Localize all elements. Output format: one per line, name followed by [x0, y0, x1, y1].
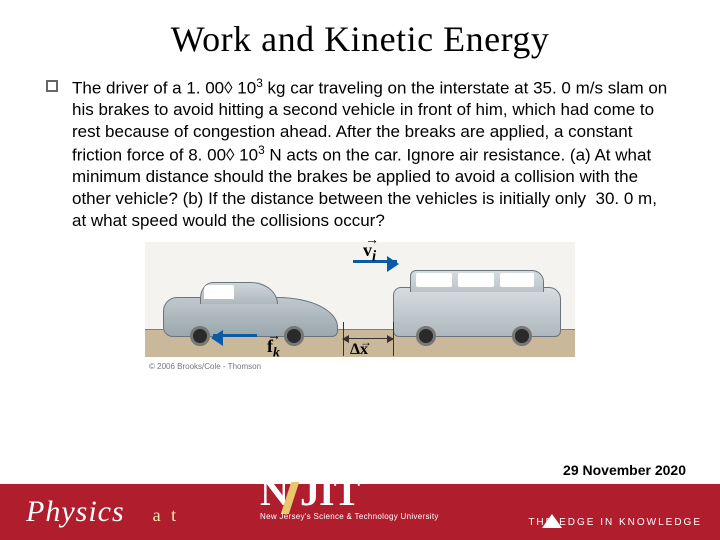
physics-wordmark: Physicsa t — [0, 495, 179, 529]
footer-bar: Physicsa t N JIT New Jersey's Science & … — [0, 484, 720, 540]
bullet-marker-icon — [46, 80, 58, 92]
car-moving — [163, 297, 338, 337]
velocity-label: →vi — [363, 240, 376, 266]
problem-figure: →vi →fk Δ→x © 2006 Brooks/Cole - Thomson — [145, 242, 575, 357]
slide-title: Work and Kinetic Energy — [0, 0, 720, 60]
footer-tagline: THE EDGE IN KNOWLEDGE — [528, 517, 702, 528]
car-stopped — [393, 287, 561, 337]
body-text: The driver of a 1. 00◊ 103 kg car travel… — [0, 60, 720, 232]
problem-statement: The driver of a 1. 00◊ 103 kg car travel… — [72, 76, 674, 232]
displacement-label: Δ→x — [350, 341, 368, 359]
friction-arrow-icon — [213, 334, 257, 337]
njit-logo: N JIT New Jersey's Science & Technology … — [260, 466, 470, 530]
figure-credit: © 2006 Brooks/Cole - Thomson — [149, 362, 261, 371]
slide-date: 29 November 2020 — [563, 462, 686, 478]
friction-label: →fk — [267, 336, 280, 361]
